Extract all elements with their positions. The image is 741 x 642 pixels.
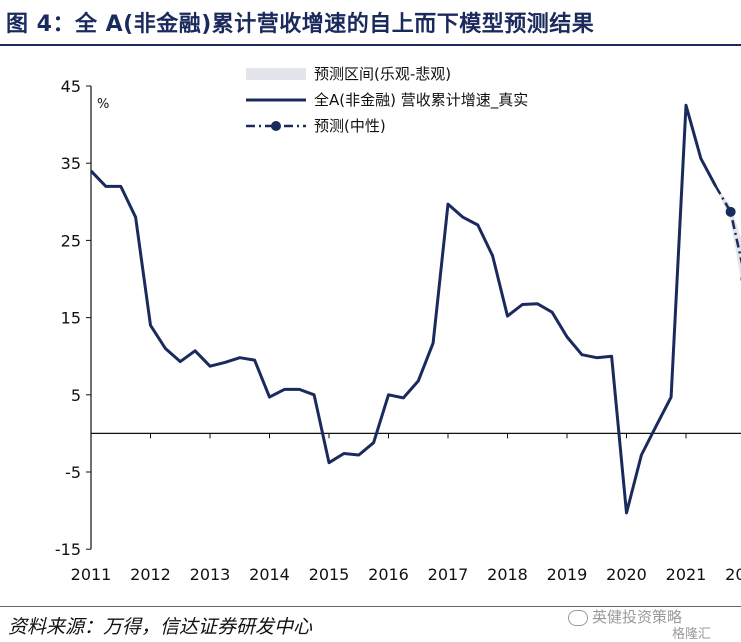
forecast-point [726, 207, 736, 217]
x-tick-label: 2017 [428, 565, 469, 580]
x-tick-label: 2020 [606, 565, 647, 580]
line-chart: -15 -5 5 15 25 35 45% 2011 2012 2013 2014 2015 2016 2… [0, 50, 741, 580]
title-bar: 图 4：全 A(非金融)累计营收增速的自上而下模型预测结果 [0, 0, 741, 46]
legend-label-band: 预测区间(乐观-悲观) [314, 65, 451, 83]
x-tick-label: 2012 [130, 565, 171, 580]
legend-marker-forecast [271, 121, 281, 131]
y-tick-label: -5 [65, 463, 81, 482]
y-tick-label: 15 [61, 309, 81, 328]
chart-title: 图 4：全 A(非金融)累计营收增速的自上而下模型预测结果 [6, 6, 594, 38]
wechat-logo-icon [568, 610, 588, 626]
watermark-text: 英健投资策略 [592, 608, 682, 626]
x-tick-label: 2018 [487, 565, 528, 580]
source-note: 资料来源：万得，信达证券研发中心 [8, 612, 312, 639]
y-tick-label: 45 [61, 77, 81, 96]
x-tick-label: 2013 [190, 565, 231, 580]
legend-label-forecast: 预测(中性) [314, 117, 386, 135]
x-tick-label: 2021 [666, 565, 707, 580]
y-tick-label: 25 [61, 231, 81, 250]
x-tick-label: 2014 [249, 565, 290, 580]
series-actual-line [91, 105, 716, 513]
watermark: 英健投资策略 [568, 606, 682, 627]
x-tick-label: 2019 [547, 565, 588, 580]
y-tick-label: 5 [71, 386, 81, 405]
x-tick-label: 2011 [71, 565, 112, 580]
title-divider [0, 44, 741, 46]
y-tick-label: 35 [61, 154, 81, 173]
watermark-secondary: 格隆汇 [672, 623, 711, 642]
y-unit-label: % [97, 97, 109, 112]
x-tick-label: 2022 [725, 565, 741, 580]
legend-swatch-band [246, 68, 306, 80]
x-tick-label: 2015 [309, 565, 350, 580]
x-tick-label: 2016 [368, 565, 409, 580]
legend-label-actual: 全A(非金融) 营收累计增速_真实 [314, 91, 528, 110]
y-tick-label: -15 [55, 540, 81, 559]
